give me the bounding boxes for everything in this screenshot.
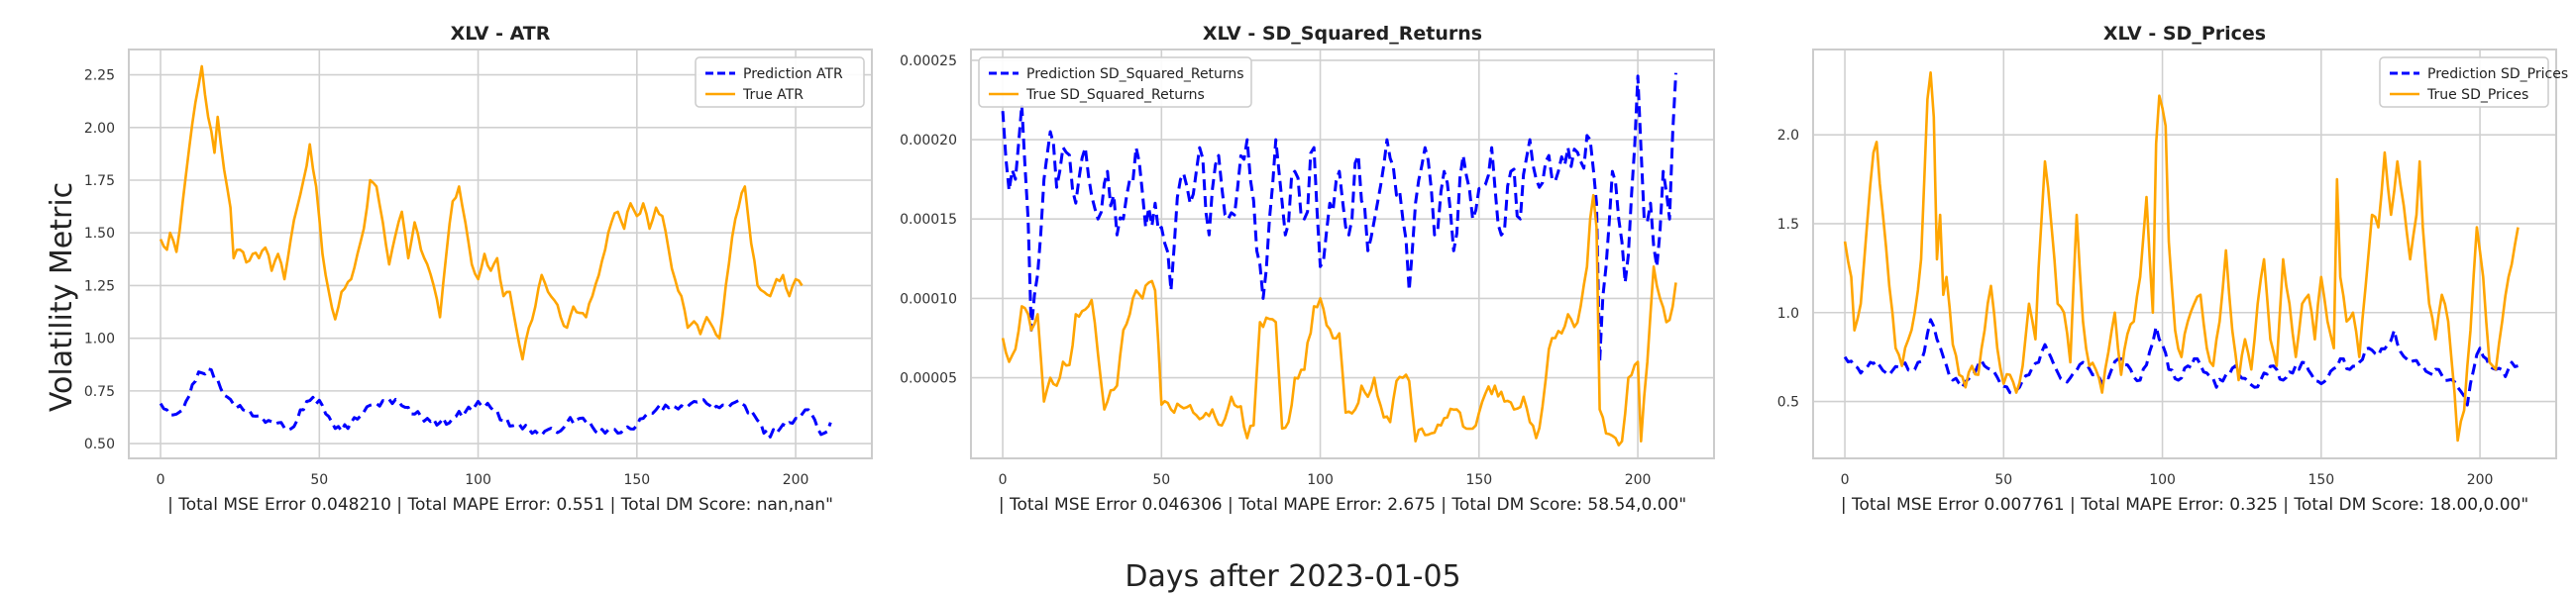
y-tick-label: 1.50 [84, 226, 115, 242]
panel-3: 0 50 100 150 200 0.5 1.0 1.5 2.0 XLV - SD_Prices |… [1777, 23, 2568, 515]
y-tick-label: 0.75 [84, 384, 115, 400]
series-line-true [159, 64, 804, 361]
series-line-prediction [159, 367, 832, 439]
y-tick-label: 1.75 [84, 173, 115, 189]
x-tick-label: 200 [783, 472, 809, 488]
y-tick-label: 1.25 [84, 278, 115, 294]
x-tick-label: 50 [310, 472, 328, 488]
y-tick-label: 0.5 [1777, 395, 1799, 411]
plot-area [129, 50, 872, 458]
x-tick-label: 100 [1307, 472, 1334, 488]
series-line-true [1843, 71, 2520, 443]
y-tick-label: 1.5 [1777, 217, 1799, 233]
legend: Prediction SD_Prices True SD_Prices [2379, 56, 2568, 108]
legend: Prediction SD_Squared_Returns True SD_Squ… [978, 56, 1252, 108]
x-tick-label: 100 [2149, 472, 2176, 488]
x-tick-label: 150 [2308, 472, 2334, 488]
legend: Prediction ATR True ATR [695, 56, 865, 108]
x-tick-label: 200 [1625, 472, 1652, 488]
x-tick-label: 200 [2467, 472, 2494, 488]
x-tick-label: 50 [1152, 472, 1170, 488]
y-tick-label: 2.25 [84, 68, 115, 84]
y-tick-label: 1.0 [1777, 306, 1799, 322]
x-tick-label: 0 [1841, 472, 1850, 488]
y-tick-label: 0.00020 [900, 133, 957, 148]
legend-entry: True ATR [742, 87, 804, 103]
legend-box [978, 56, 1252, 108]
y-tick-label: 0.00015 [900, 212, 957, 228]
axes-frame [1812, 49, 2557, 459]
x-tick-label: 150 [623, 472, 650, 488]
plot-area [1813, 50, 2556, 458]
legend-entry: Prediction SD_Prices [2427, 66, 2568, 82]
legend-box [2379, 56, 2549, 108]
x-axis-label: | Total MSE Error 0.046306 | Total MAPE … [999, 495, 1686, 515]
legend-entry: Prediction SD_Squared_Returns [1026, 66, 1244, 82]
chart-title: XLV - SD_Prices [2103, 23, 2266, 45]
y-tick-label: 0.50 [84, 437, 115, 452]
legend-box [695, 56, 865, 108]
y-tick-label: 1.00 [84, 332, 115, 347]
series-line-prediction [1001, 72, 1677, 363]
legend-entry: True SD_Prices [2426, 87, 2528, 103]
y-tick-label: 0.00005 [900, 371, 957, 387]
axes-frame [128, 49, 873, 459]
chart-title: XLV - ATR [451, 23, 551, 45]
y-tick-label: 0.00025 [900, 53, 957, 69]
x-axis-label: | Total MSE Error 0.007761 | Total MAPE … [1841, 495, 2528, 515]
x-tick-label: 100 [465, 472, 491, 488]
panel-2: 0 50 100 150 200 0.00005 0.00010 0.00015 0.00020… [900, 23, 1715, 515]
x-tick-label: 0 [157, 472, 165, 488]
figure-x-axis-label: Days after 2023-01-05 [1125, 559, 1460, 594]
y-tick-label: 2.00 [84, 121, 115, 137]
axes-frame [970, 49, 1715, 459]
x-tick-label: 50 [1994, 472, 2012, 488]
x-tick-label: 150 [1465, 472, 1492, 488]
shared-y-axis-label: Volatility Metric [45, 182, 79, 412]
x-axis-label: | Total MSE Error 0.048210 | Total MAPE … [167, 495, 833, 515]
x-tick-label: 0 [999, 472, 1008, 488]
legend-entry: True SD_Squared_Returns [1025, 87, 1205, 103]
y-tick-label: 0.00010 [900, 291, 957, 307]
chart-title: XLV - SD_Squared_Returns [1203, 23, 1482, 45]
plot-area [971, 50, 1714, 458]
panel-1: 0 50 100 150 200 0.50 0.75 1.00 1.25 1.50 1.75 2.00… [84, 23, 873, 515]
legend-entry: Prediction ATR [743, 66, 843, 82]
y-tick-label: 2.0 [1777, 128, 1799, 144]
series-line-prediction [1843, 318, 2519, 407]
series-line-true [1001, 193, 1677, 446]
